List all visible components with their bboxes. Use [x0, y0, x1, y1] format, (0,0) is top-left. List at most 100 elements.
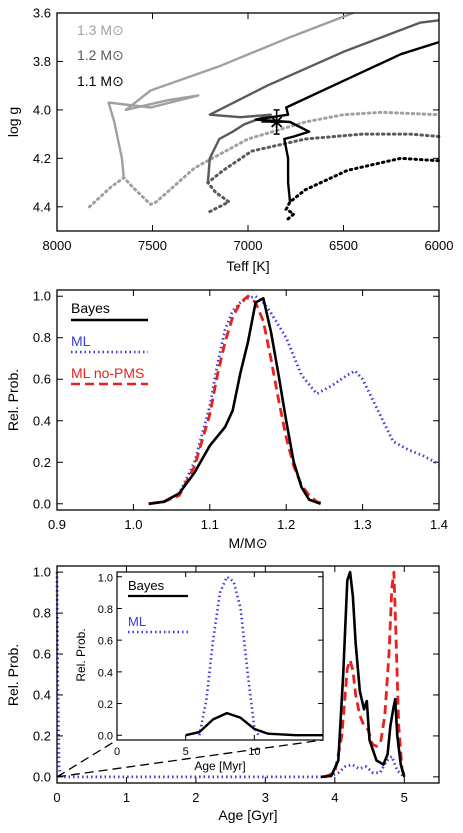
x-tick-label: 7000: [234, 238, 263, 253]
inset-legend-label-bayes: Bayes: [128, 578, 165, 593]
mass-pdf-x-axis-label: M/M⊙: [229, 535, 268, 551]
hr-diagram-tracks: [88, 11, 441, 221]
mass-pdf-x-tick-labels: 0.9 1.0 1.1 1.2 1.3 1.4: [48, 517, 448, 532]
hr-diagram-legend: 1.3 M⊙ 1.2 M⊙ 1.1 M⊙: [77, 22, 124, 89]
y-tick-label: 0.4: [33, 413, 51, 428]
x-tick-label: 5: [183, 746, 189, 758]
mass-pdf-y-tick-labels: 0.0 0.2 0.4 0.6 0.8 1.0: [33, 289, 51, 512]
age-inset-background: [117, 572, 323, 740]
x-tick-label: 4: [331, 790, 338, 805]
y-tick-label: 4.0: [33, 102, 51, 117]
y-tick-label: 0.8: [98, 604, 113, 616]
age-inset-curves: [185, 575, 323, 737]
y-tick-label: 0.0: [33, 496, 51, 511]
age-pdf-panel: 0 1 2 3 4 5 0.0 0.2 0.4 0.6 0.8 1.0 Age [Gyr] Rel.…: [5, 565, 440, 823]
mass-curve-1: [148, 294, 440, 506]
age-pdf-x-tick-labels: 0 1 2 3 4 5: [53, 790, 408, 805]
inset-curve-1: [198, 575, 260, 736]
age-pdf-frame: [56, 565, 440, 784]
y-tick-label: 1.0: [33, 565, 51, 580]
x-tick-label: 0: [53, 790, 60, 805]
evolution-track-1: [206, 19, 440, 183]
hr-diagram-y-tick-labels: 3.6 3.8 4.0 4.2 4.4: [33, 6, 51, 215]
y-tick-label: 0.0: [33, 769, 51, 784]
evolution-track-0: [107, 11, 354, 178]
pms-track-0: [88, 110, 441, 209]
y-tick-label: 3.8: [33, 54, 51, 69]
legend-label-1-3-msun: 1.3 M⊙: [77, 22, 124, 38]
hr-diagram-panel: 8000 7500 7000 6500 6000 3.6 3.8 4.0 4.2 4.4 Tef…: [5, 6, 453, 275]
x-tick-label: 6000: [425, 238, 454, 253]
mass-pdf-legend: Bayes ML ML no-PMS: [71, 300, 148, 386]
x-tick-label: 10: [248, 746, 260, 758]
inset-curve-0: [185, 711, 323, 737]
mass-pdf-ticks: [56, 290, 440, 510]
legend-label-ml: ML: [71, 333, 91, 349]
x-tick-label: 3: [262, 790, 269, 805]
legend-label-bayes: Bayes: [71, 300, 110, 316]
y-tick-label: 0.0: [98, 731, 113, 743]
observed-star-marker: [261, 109, 292, 135]
age-curve-2: [323, 570, 407, 779]
age-inset-x-tick-labels: 0 5 10: [114, 746, 261, 758]
y-tick-label: 3.6: [33, 6, 51, 21]
pms-track-1: [205, 132, 441, 214]
legend-label-1-2-msun: 1.2 M⊙: [77, 47, 124, 63]
hr-diagram-y-axis-label: log g: [5, 107, 21, 137]
y-tick-label: 0.4: [33, 687, 51, 702]
y-tick-label: 4.4: [33, 199, 51, 214]
mass-pdf-panel: 0.9 1.0 1.1 1.2 1.3 1.4 0.0 0.2 0.4 0.6 0.8 1.0 M/…: [5, 289, 448, 551]
legend-label-ml-no-pms: ML no-PMS: [71, 365, 144, 381]
x-tick-label: 6500: [329, 238, 358, 253]
age-pdf-curves: [55, 570, 407, 779]
mass-pdf-frame: [56, 289, 440, 511]
hr-diagram-x-axis-label: Teff [K]: [226, 258, 269, 274]
x-tick-label: 1.1: [201, 517, 219, 532]
y-tick-label: 0.8: [33, 330, 51, 345]
x-tick-label: 7500: [138, 238, 167, 253]
mass-pdf-y-axis-label: Rel. Prob.: [5, 369, 21, 431]
age-pdf-x-axis-label: Age [Gyr]: [218, 807, 277, 823]
hr-diagram-frame: [56, 12, 440, 232]
age-inset-x-axis-label: Age [Myr]: [194, 759, 245, 773]
y-tick-label: 0.2: [33, 728, 51, 743]
x-tick-label: 0.9: [48, 517, 66, 532]
inset-zoom-lines: [56, 739, 324, 778]
x-tick-label: 1.4: [430, 517, 448, 532]
mass-curve-0: [148, 297, 322, 506]
legend-label-1-1-msun: 1.1 M⊙: [77, 73, 124, 89]
y-tick-label: 0.2: [98, 699, 113, 711]
x-tick-label: 2: [192, 790, 199, 805]
age-pdf-y-tick-labels: 0.0 0.2 0.4 0.6 0.8 1.0: [33, 565, 51, 785]
y-tick-label: 0.2: [33, 455, 51, 470]
x-tick-label: 1.2: [277, 517, 295, 532]
y-tick-label: 0.6: [98, 636, 113, 648]
y-tick-label: 0.6: [33, 647, 51, 662]
x-tick-label: 5: [401, 790, 408, 805]
y-tick-label: 0.6: [33, 372, 51, 387]
hr-diagram-x-tick-labels: 8000 7500 7000 6500 6000: [43, 238, 454, 253]
x-tick-label: 0: [114, 746, 120, 758]
age-inset-y-tick-labels: 0.0 0.2 0.4 0.6 0.8 1.0: [98, 572, 113, 742]
age-inset: 0 5 10 0.0 0.2 0.4 0.6 0.8 1.0 Age [Myr] Rel. P…: [74, 571, 324, 773]
inset-legend-label-ml: ML: [128, 614, 146, 629]
y-tick-label: 1.0: [33, 289, 51, 304]
y-tick-label: 4.2: [33, 151, 51, 166]
age-curve-0: [320, 570, 406, 779]
mass-pdf-curves: [148, 294, 440, 506]
x-tick-label: 1: [123, 790, 130, 805]
y-tick-label: 1.0: [98, 572, 113, 584]
age-inset-legend: Bayes ML: [128, 578, 188, 634]
y-tick-label: 0.4: [98, 667, 113, 679]
age-inset-y-axis-label: Rel. Prob.: [74, 628, 88, 681]
zoom-line-left: [56, 739, 118, 778]
x-tick-label: 1.0: [124, 517, 142, 532]
pms-track-2: [284, 156, 441, 221]
zoom-line-right: [56, 739, 324, 778]
x-tick-label: 8000: [43, 238, 72, 253]
y-tick-label: 0.8: [33, 606, 51, 621]
age-pdf-y-axis-label: Rel. Prob.: [5, 644, 21, 706]
x-tick-label: 1.3: [354, 517, 372, 532]
age-inset-frame: [116, 571, 324, 741]
